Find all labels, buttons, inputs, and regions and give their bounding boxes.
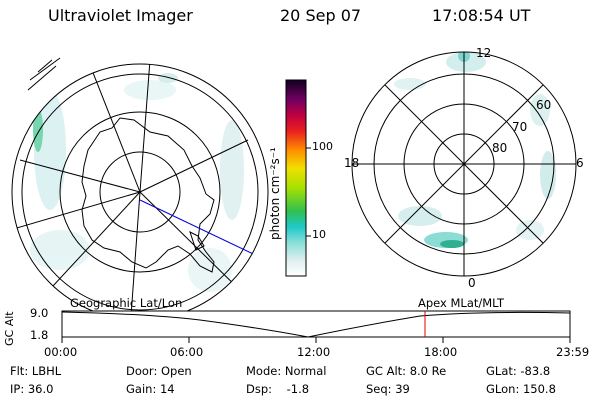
geographic-caption: Geographic Lat/Lon <box>70 296 183 310</box>
colorbar-tick-10: 10 <box>312 228 326 241</box>
mlt-label-6: 6 <box>576 156 584 170</box>
time-tick-0600: 06:00 <box>170 345 204 359</box>
magnetic-map <box>351 51 577 277</box>
instrument-title: Ultraviolet Imager <box>48 6 193 25</box>
time-tick-2359: 23:59 <box>556 345 590 359</box>
status-ip: IP: 36.0 <box>10 382 54 396</box>
mlt-label-12: 12 <box>476 46 492 60</box>
status-filter: Flt: LBHL <box>10 364 62 378</box>
altitude-ytick-bottom: 1.8 <box>30 328 49 342</box>
mlat-label-60: 60 <box>536 98 552 112</box>
status-door: Door: Open <box>126 364 192 378</box>
altitude-plot <box>61 310 571 343</box>
colorbar-tick-100: 100 <box>312 140 333 153</box>
time-label: 17:08:54 UT <box>432 6 531 25</box>
status-gc-alt: GC Alt: 8.0 Re <box>366 364 447 378</box>
status-seq: Seq: 39 <box>366 382 410 396</box>
aurora-emission-right <box>394 52 556 248</box>
altitude-ylabel: GC Alt <box>3 311 16 346</box>
time-tick-1200: 12:00 <box>297 345 331 359</box>
time-tick-1800: 18:00 <box>424 345 458 359</box>
mlt-label-0: 0 <box>468 276 476 290</box>
terminator-line <box>139 199 268 263</box>
geographic-map <box>11 57 269 321</box>
status-mode: Mode: Normal <box>246 364 327 378</box>
mlt-label-18: 18 <box>344 156 360 170</box>
status-glon: GLon: 150.8 <box>486 382 556 396</box>
colorbar <box>285 79 311 277</box>
time-tick-0000: 00:00 <box>44 345 78 359</box>
status-glat: GLat: -83.8 <box>486 364 551 378</box>
altitude-curve <box>61 311 571 338</box>
status-dsp: Dsp: -1.8 <box>246 382 310 396</box>
altitude-ytick-top: 9.0 <box>30 306 49 320</box>
status-gain: Gain: 14 <box>126 382 175 396</box>
mlat-label-70: 70 <box>512 120 528 134</box>
continent-outline <box>81 117 215 273</box>
mlat-label-80: 80 <box>492 141 508 155</box>
date-label: 20 Sep 07 <box>280 6 362 25</box>
apex-caption: Apex MLat/MLT <box>418 296 505 310</box>
colorbar-unit-label: photon cm⁻²s⁻¹ <box>268 147 282 240</box>
